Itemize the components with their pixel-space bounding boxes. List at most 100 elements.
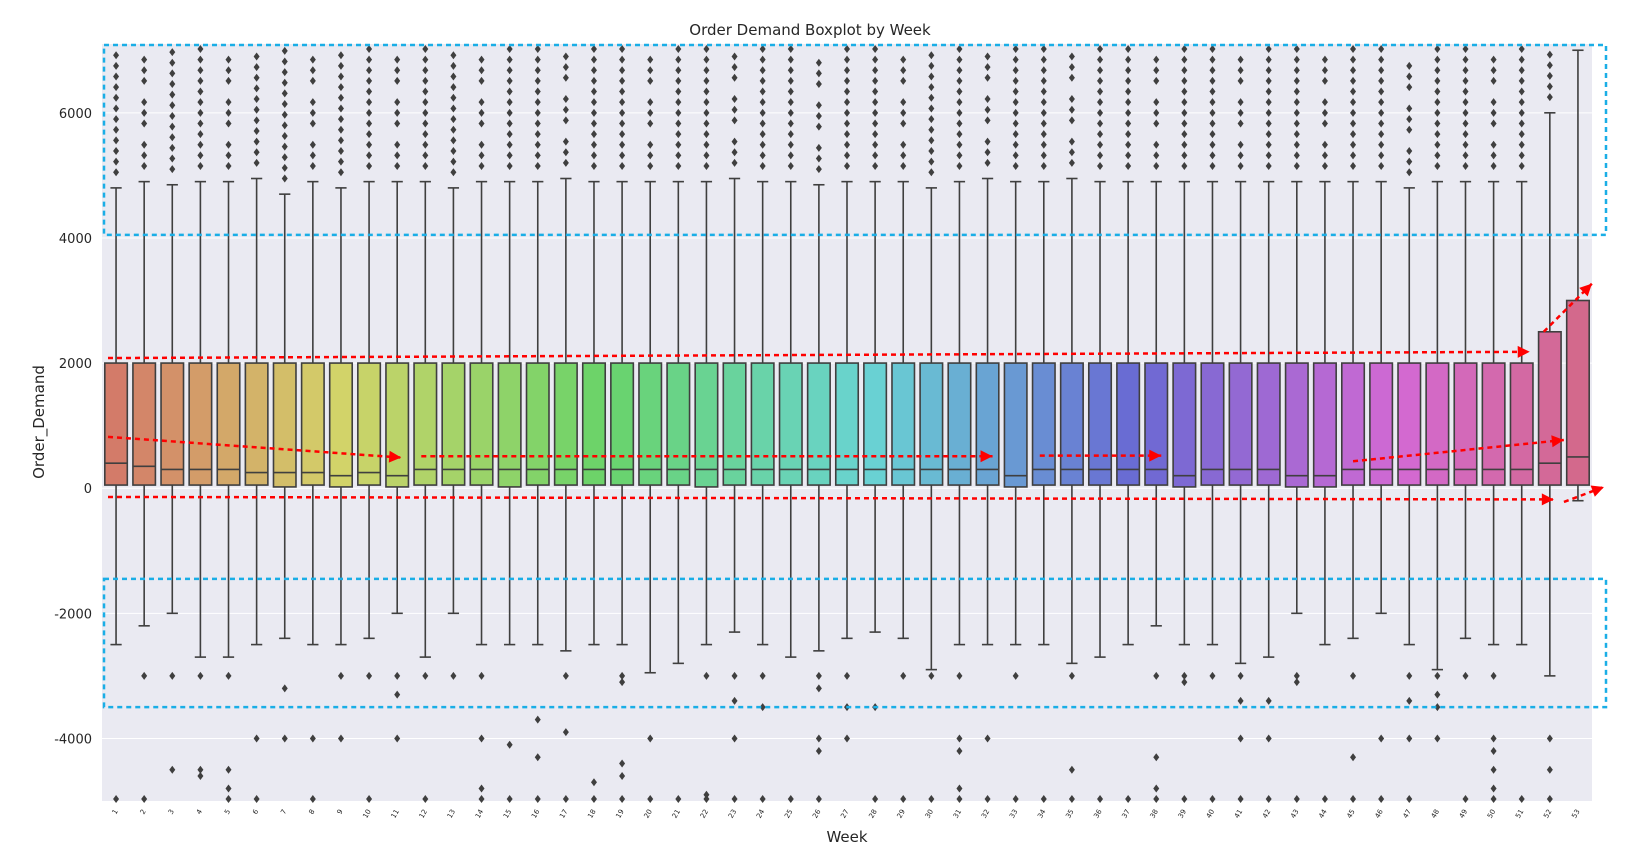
outlier-marker [1462, 795, 1469, 803]
outlier-marker [366, 55, 373, 64]
outlier-marker [1012, 98, 1019, 107]
outlier-marker [422, 98, 429, 107]
outlier-marker [872, 87, 879, 96]
outlier-marker [1293, 87, 1300, 96]
outlier-marker [1350, 66, 1357, 75]
outlier-marker [1153, 98, 1160, 107]
outlier-marker [956, 45, 963, 54]
x-tick-label: 29 [896, 808, 907, 820]
outlier-marker [1293, 151, 1300, 160]
outlier-marker [956, 130, 963, 139]
outlier-marker [1181, 76, 1188, 85]
outlier-marker [900, 76, 907, 85]
x-tick-label: 46 [1373, 808, 1385, 820]
outlier-marker [984, 73, 991, 82]
week-box-24 [750, 45, 775, 803]
outlier-marker [619, 140, 626, 149]
outlier-marker [450, 136, 457, 145]
outlier-marker [1097, 119, 1104, 128]
outlier-marker [759, 108, 766, 117]
outlier-marker [1125, 140, 1132, 149]
outlier-marker [1490, 66, 1497, 75]
outlier-marker [366, 151, 373, 160]
outlier-marker [1490, 55, 1497, 64]
outlier-marker [1546, 93, 1553, 102]
outlier-marker [141, 161, 148, 170]
trend-arrow [1352, 435, 1564, 463]
outlier-marker [984, 95, 991, 104]
outlier-marker [337, 146, 344, 155]
outlier-marker [1321, 98, 1328, 107]
outlier-marker [928, 671, 935, 680]
outlier-marker [141, 55, 148, 64]
outlier-marker [1293, 66, 1300, 75]
outlier-marker [1518, 55, 1525, 64]
outlier-marker [1378, 161, 1385, 170]
outlier-marker [478, 119, 485, 128]
x-tick-label: 13 [446, 808, 457, 820]
outlier-marker [366, 87, 373, 96]
outlier-marker [141, 140, 148, 149]
outlier-marker [1125, 76, 1132, 85]
week-box-20 [638, 55, 663, 803]
outlier-marker [281, 89, 288, 98]
highlight-box-upper-outliers [102, 43, 1608, 237]
outlier-marker [844, 87, 850, 96]
outlier-marker [197, 765, 204, 774]
outlier-marker [647, 55, 654, 64]
outlier-marker [1406, 115, 1413, 124]
outlier-marker [1490, 76, 1497, 85]
outlier-marker [1406, 671, 1413, 680]
outlier-marker [759, 45, 766, 54]
outlier-marker [815, 58, 822, 67]
outlier-marker [956, 66, 963, 75]
outlier-marker [619, 87, 626, 96]
iqr-box [160, 362, 185, 486]
outlier-marker [1181, 119, 1188, 128]
outlier-marker [872, 66, 879, 75]
outlier-marker [1462, 119, 1469, 128]
outlier-marker [928, 93, 935, 102]
x-tick-label: 20 [643, 808, 654, 820]
outlier-marker [619, 130, 626, 139]
outlier-marker [225, 161, 232, 170]
outlier-marker [169, 765, 176, 774]
week-box-13 [441, 51, 466, 680]
outlier-marker [675, 119, 682, 128]
outlier-marker [197, 108, 204, 117]
iqr-box [806, 362, 831, 486]
outlier-marker [900, 55, 907, 64]
outlier-marker [309, 795, 316, 803]
outlier-marker [450, 146, 457, 155]
outlier-marker [366, 45, 373, 54]
trend-arrow [1563, 485, 1605, 504]
iqr-box [1509, 362, 1534, 486]
x-tick-label: 39 [1177, 808, 1188, 820]
outlier-marker [506, 140, 513, 149]
outlier-marker [1097, 45, 1104, 54]
outlier-marker [141, 671, 148, 680]
trend-arrow [1542, 282, 1593, 333]
outlier-marker [450, 61, 457, 70]
outlier-marker [619, 795, 626, 803]
x-tick-label: 27 [839, 808, 850, 820]
outlier-marker [1097, 161, 1104, 170]
outlier-marker [197, 76, 204, 85]
outlier-marker [562, 795, 569, 803]
outlier-marker [169, 133, 176, 142]
iqr-box [132, 362, 157, 486]
outlier-marker [647, 119, 654, 128]
outlier-marker [815, 101, 822, 110]
week-box-6 [244, 52, 269, 803]
outlier-marker [1068, 73, 1075, 82]
outlier-marker [1378, 76, 1385, 85]
outlier-marker [422, 130, 429, 139]
outlier-marker [872, 140, 879, 149]
week-box-19 [610, 45, 635, 803]
outlier-marker [197, 161, 204, 170]
outlier-marker [1097, 98, 1104, 107]
outlier-marker [675, 108, 682, 117]
outlier-marker [1097, 66, 1104, 75]
iqr-box [1340, 362, 1366, 486]
outlier-marker [1350, 151, 1357, 160]
